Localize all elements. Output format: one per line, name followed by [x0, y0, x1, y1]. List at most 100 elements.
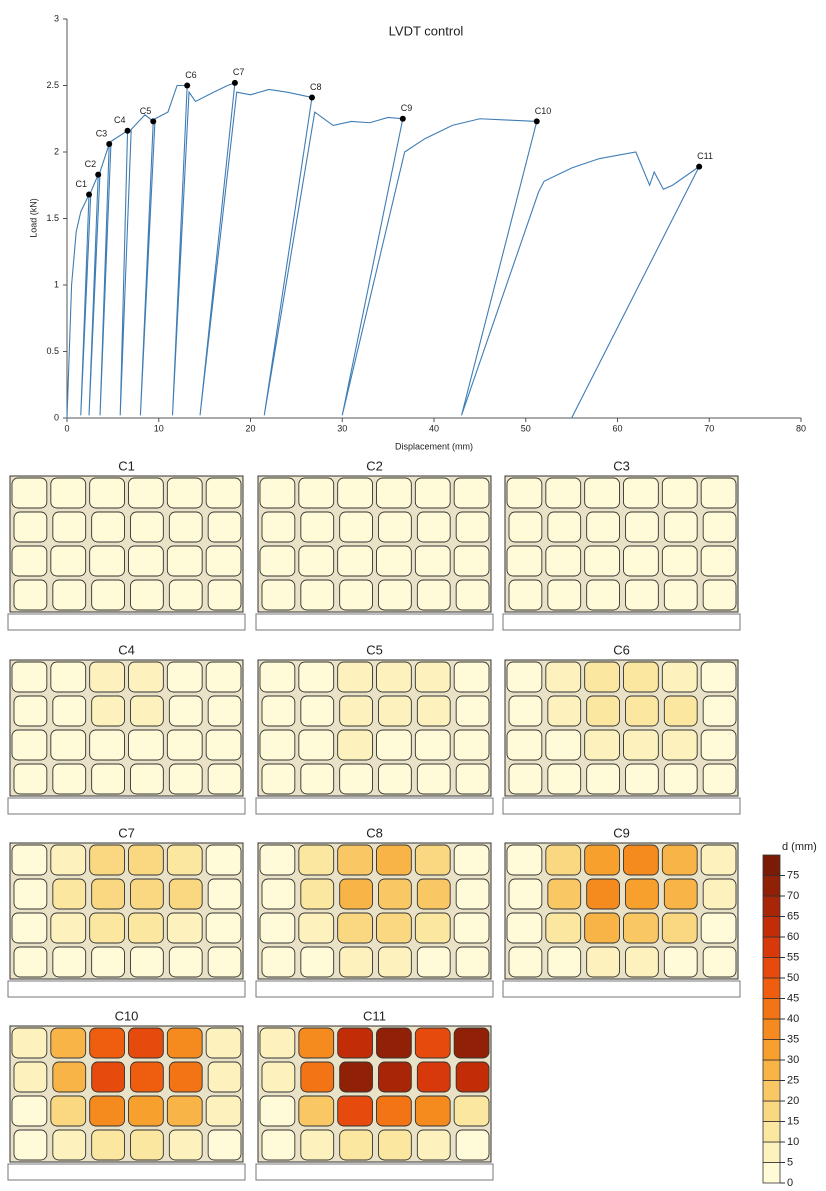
stone	[453, 661, 490, 693]
stone	[13, 695, 48, 727]
colorbar-box	[762, 854, 781, 876]
y-tick-label: 0.5	[46, 346, 59, 356]
y-tick-label: 1	[54, 279, 59, 289]
colorbar-box	[762, 1141, 781, 1163]
base-slab	[502, 980, 741, 998]
stone	[337, 661, 373, 693]
stone	[166, 545, 203, 577]
stone	[661, 844, 698, 876]
stone	[455, 695, 490, 727]
stone	[663, 946, 698, 978]
stone	[416, 511, 451, 543]
base-slab	[7, 613, 246, 631]
wall	[257, 659, 492, 797]
stone	[50, 844, 87, 876]
colorbar-tick-label: 35	[787, 1033, 799, 1045]
stone	[128, 729, 164, 761]
panel-title: C5	[366, 642, 383, 657]
stone	[168, 946, 203, 978]
stone	[453, 844, 490, 876]
stone	[702, 695, 737, 727]
cycle-point	[308, 94, 315, 101]
stone	[623, 912, 659, 944]
stone	[130, 1061, 164, 1093]
panel-title: C11	[363, 1008, 386, 1023]
stone	[508, 511, 543, 543]
colorbar-box	[762, 977, 781, 999]
stone	[166, 729, 203, 761]
stone	[414, 1027, 451, 1059]
stone	[11, 912, 48, 944]
stone	[455, 878, 490, 910]
y-tick-label: 0	[54, 412, 59, 422]
stone	[545, 844, 582, 876]
cycle-label: C2	[85, 159, 97, 169]
colorbar-tick-label: 5	[787, 1156, 793, 1168]
stone	[584, 729, 620, 761]
stone	[11, 545, 48, 577]
stone	[11, 1095, 48, 1127]
stone	[584, 844, 620, 876]
stone	[547, 878, 582, 910]
stone	[414, 661, 451, 693]
stone	[702, 763, 737, 795]
stone	[663, 695, 698, 727]
stone	[168, 1061, 203, 1093]
stone	[11, 844, 48, 876]
x-tick-label: 70	[704, 423, 714, 433]
stone	[261, 695, 296, 727]
stone	[339, 579, 373, 611]
stone	[52, 1061, 87, 1093]
colorbar-box	[762, 916, 781, 938]
stone	[207, 695, 242, 727]
x-tick-label: 60	[612, 423, 622, 433]
stone	[91, 763, 125, 795]
colorbar-box	[762, 957, 781, 979]
stone	[89, 661, 125, 693]
stone	[453, 729, 490, 761]
wall	[9, 842, 244, 980]
stone	[130, 695, 164, 727]
panel-title: C9	[613, 825, 630, 840]
cycle-label: C5	[140, 106, 152, 116]
stone	[623, 729, 659, 761]
stone	[663, 763, 698, 795]
stone	[13, 1061, 48, 1093]
stone	[339, 1129, 373, 1161]
stone	[298, 912, 335, 944]
stone	[205, 844, 242, 876]
stone	[337, 912, 373, 944]
panel-title: C7	[118, 825, 135, 840]
cycle-label: C11	[697, 151, 713, 161]
stone	[455, 763, 490, 795]
stone	[261, 946, 296, 978]
stone	[91, 878, 125, 910]
stone	[130, 878, 164, 910]
stone	[625, 579, 659, 611]
stone	[702, 511, 737, 543]
colorbar-tick-label: 50	[787, 972, 799, 984]
stone	[259, 1095, 296, 1127]
stone	[700, 844, 737, 876]
stone	[300, 579, 335, 611]
load-curve	[66, 82, 700, 419]
stone	[50, 1095, 87, 1127]
panel-title: C1	[118, 458, 135, 473]
stone	[298, 729, 335, 761]
stone	[89, 1027, 125, 1059]
stone	[506, 729, 543, 761]
colorbar-tick-label: 30	[787, 1054, 799, 1066]
stone	[455, 511, 490, 543]
stone	[547, 763, 582, 795]
stone	[455, 1061, 490, 1093]
cycle-point	[95, 171, 102, 178]
cycle-point	[150, 118, 157, 125]
stone	[586, 511, 620, 543]
stone	[586, 763, 620, 795]
stone	[378, 878, 412, 910]
stone	[89, 545, 125, 577]
stone	[13, 579, 48, 611]
cycle-label: C9	[401, 103, 413, 113]
colorbar-box	[762, 936, 781, 958]
stone	[337, 1027, 373, 1059]
